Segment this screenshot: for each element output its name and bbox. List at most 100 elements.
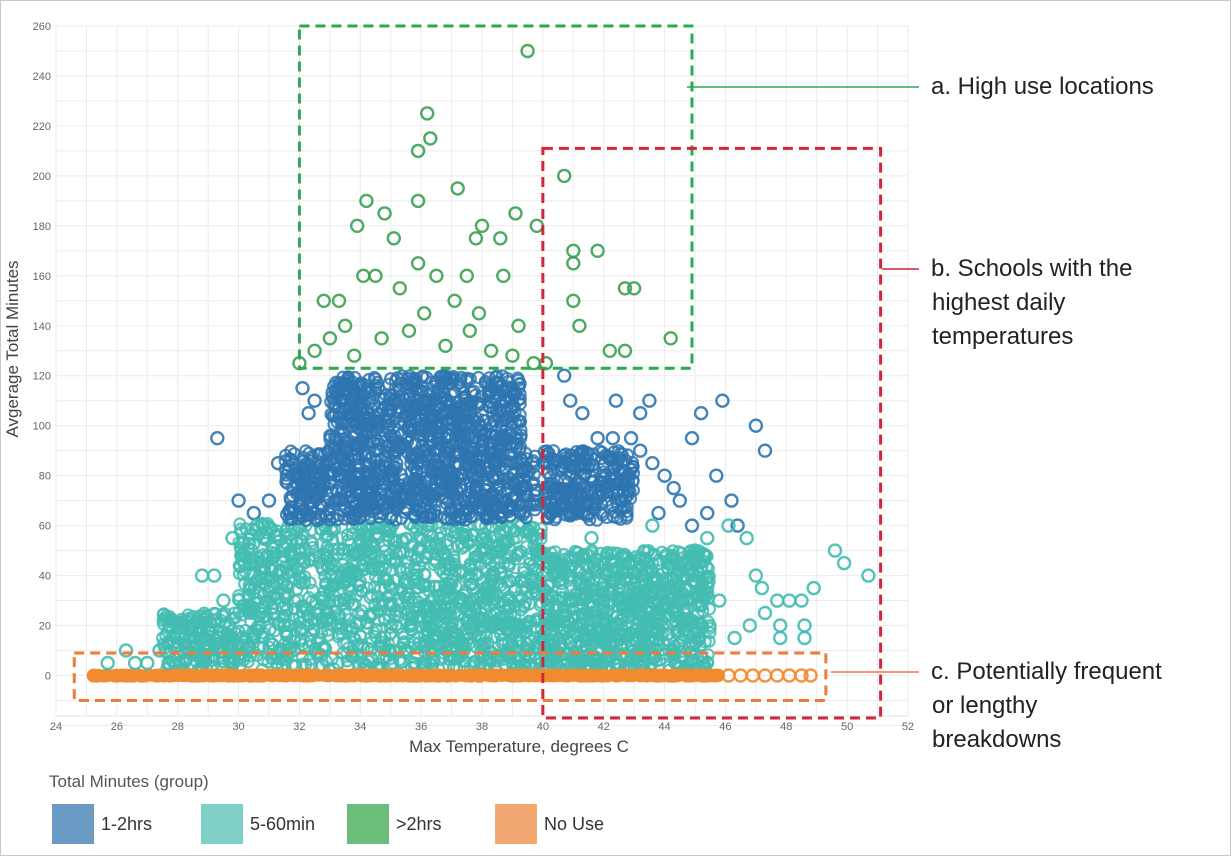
y-tick-label: 220 (33, 121, 51, 133)
data-point (416, 579, 430, 593)
data-point (479, 629, 493, 644)
data-point (257, 519, 271, 533)
data-point (579, 632, 593, 646)
data-point (282, 452, 297, 466)
data-point (487, 630, 501, 645)
data-point (366, 536, 380, 550)
data-point (448, 385, 462, 399)
data-points (100, 43, 876, 683)
data-point (347, 630, 361, 645)
data-point (252, 555, 266, 569)
data-point (629, 634, 644, 648)
data-point (496, 432, 510, 446)
data-point (365, 499, 379, 513)
data-point (469, 483, 483, 497)
data-point (447, 293, 462, 308)
data-point (463, 440, 477, 454)
data-point (203, 642, 217, 657)
data-point (231, 493, 246, 508)
data-point (193, 609, 207, 623)
data-point (152, 643, 167, 658)
data-point (599, 485, 613, 499)
data-point (696, 604, 710, 618)
data-point (256, 626, 270, 640)
data-point (314, 483, 328, 497)
data-point (516, 574, 531, 588)
point-cloud-12hrs (278, 444, 544, 528)
data-point (426, 607, 440, 621)
data-point (389, 553, 403, 568)
legend-item: >2hrs (347, 804, 442, 844)
legend-label: No Use (544, 814, 604, 834)
data-point (642, 543, 656, 558)
data-point (278, 586, 292, 600)
data-point (494, 543, 508, 557)
data-point (286, 612, 300, 626)
data-point (383, 470, 397, 484)
data-point (754, 580, 770, 596)
data-point (353, 628, 367, 642)
data-point (626, 483, 641, 497)
data-point (468, 490, 482, 505)
legend-swatch (201, 804, 243, 844)
data-point (290, 562, 304, 576)
data-point (691, 546, 705, 561)
data-point (435, 390, 449, 404)
data-point (620, 648, 634, 662)
data-point (393, 564, 407, 578)
data-point (803, 668, 818, 683)
data-point (454, 563, 468, 577)
data-point (348, 409, 362, 423)
data-point (490, 604, 504, 619)
x-tick-label: 26 (111, 721, 123, 733)
data-point (376, 507, 390, 521)
data-point (410, 193, 426, 209)
data-point (270, 456, 286, 471)
data-point (557, 168, 572, 184)
data-point (394, 511, 408, 526)
data-point (317, 584, 332, 598)
data-point (617, 471, 631, 485)
data-point (348, 597, 362, 612)
data-point (223, 654, 237, 669)
data-point (456, 635, 470, 649)
data-point (462, 536, 476, 551)
data-point (462, 464, 476, 478)
data-point (173, 630, 189, 646)
data-point (360, 436, 374, 450)
data-point (615, 454, 629, 468)
legend-swatch (347, 804, 389, 844)
data-point (482, 385, 497, 399)
data-point (406, 568, 420, 582)
data-point (423, 131, 438, 146)
data-point (439, 562, 454, 576)
data-point (415, 439, 429, 453)
data-point (350, 218, 365, 234)
data-point (264, 522, 278, 537)
data-point (410, 143, 426, 159)
data-point (316, 293, 331, 308)
data-point (614, 512, 628, 526)
data-point (489, 370, 503, 384)
data-point (557, 623, 571, 637)
data-point (544, 450, 558, 465)
data-point (569, 561, 583, 575)
data-point (293, 543, 308, 557)
data-point (626, 281, 642, 296)
data-point (727, 630, 742, 646)
legend-item: 1-2hrs (52, 804, 152, 844)
data-point (409, 553, 423, 567)
data-point (322, 331, 338, 346)
data-point (579, 577, 593, 591)
data-point (562, 635, 576, 650)
data-point (748, 568, 764, 583)
data-point (441, 428, 455, 442)
data-point (334, 570, 348, 584)
x-tick-label: 38 (476, 721, 488, 733)
data-point (617, 281, 633, 296)
data-point (548, 554, 562, 568)
data-point (575, 406, 590, 421)
data-point (618, 571, 632, 585)
data-point (794, 668, 809, 683)
